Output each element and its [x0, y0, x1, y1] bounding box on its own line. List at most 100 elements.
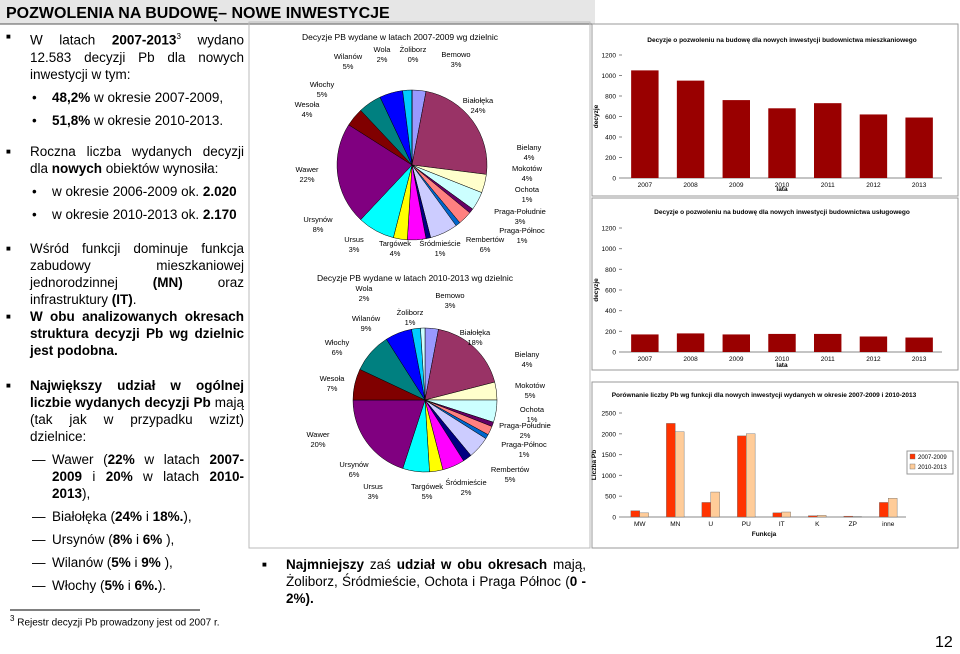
y-tick-label: 1200: [602, 226, 617, 233]
bar: [859, 114, 888, 178]
slice-value-label: 1%: [405, 318, 416, 327]
slice-value-label: 1%: [522, 195, 533, 204]
slice-label: Włochy: [325, 338, 350, 347]
item-marker: •: [32, 207, 37, 222]
y-axis-label: decyzje: [593, 278, 600, 302]
bullet: ■: [6, 147, 11, 156]
text-run: 6%.: [134, 578, 158, 593]
text-run: 24%: [115, 509, 143, 524]
slice-value-label: 4%: [522, 174, 533, 183]
bar: [888, 498, 898, 518]
text-run: w okresie 2010-2013.: [90, 112, 224, 128]
chart-title: Decyzje o pozwoleniu na budowę dla nowyc…: [654, 209, 910, 216]
slice-label: Mokotów: [515, 381, 546, 390]
y-tick-label: 1000: [602, 73, 617, 80]
bullet: ■: [6, 381, 11, 390]
item-marker: —: [32, 555, 46, 570]
slice-label: Bielany: [515, 350, 540, 359]
text-run: .: [132, 292, 137, 307]
text-run: i: [130, 555, 142, 570]
x-tick-label: 2007: [638, 182, 653, 189]
footnote-text: Rejestr decyzji Pb prowadzony jest od 20…: [14, 617, 220, 629]
y-tick-label: 1500: [602, 452, 617, 459]
x-tick-label: K: [815, 521, 820, 528]
y-tick-label: 500: [605, 494, 616, 501]
slice-value-label: 9%: [361, 324, 372, 333]
paragraph: ■ W latach 2007-20133 wydano 12.583 decyz…: [0, 28, 244, 129]
y-tick-label: 800: [605, 267, 616, 274]
slice-value-label: 24%: [470, 106, 485, 115]
text-run: Wśród funkcji dominuje funkcja zabudowy …: [30, 241, 244, 290]
y-tick-label: 600: [605, 114, 616, 121]
paragraph: ■ W obu analizowanych okresach struktura …: [0, 308, 244, 359]
text-run: 5%: [104, 578, 125, 593]
item-marker: —: [32, 532, 46, 547]
bar: [814, 333, 842, 352]
chart-title: Decyzje PB wydane w latach 2010-2013 wg …: [317, 273, 514, 283]
item-marker: —: [32, 578, 46, 593]
slice-label: Ursynów: [339, 460, 369, 469]
bar: [675, 431, 685, 518]
text-run: 3: [176, 32, 181, 41]
legend-swatch: [909, 463, 916, 470]
bar: [631, 334, 659, 352]
slice-value-label: 20%: [310, 440, 325, 449]
bar: [676, 333, 705, 352]
text-run: ),: [82, 486, 91, 501]
y-tick-label: 0: [612, 176, 616, 183]
slice-label: Wilanów: [334, 52, 363, 61]
pie-panel: [248, 21, 591, 549]
text-run: w latach: [132, 469, 210, 484]
chart-title: Decyzje PB wydane w latach 2007-2009 wg …: [302, 32, 499, 42]
x-tick-label: 2012: [866, 182, 881, 189]
slice-label: Żoliborz: [400, 45, 427, 54]
slice-value-label: 3%: [451, 60, 462, 69]
slice-label: Ursus: [344, 235, 364, 244]
page-number: 12: [935, 634, 953, 651]
x-tick-label: 2010: [775, 356, 790, 363]
text-run: 2007-2013: [111, 32, 177, 48]
slice-label: Białołęka: [460, 328, 491, 337]
y-tick-label: 2000: [602, 431, 617, 438]
list-item: — Wilanów (5% i 9% ),: [32, 554, 244, 571]
text-run: 2.170: [202, 207, 237, 222]
text-run: 6%: [142, 532, 163, 547]
pie-slice: [420, 327, 426, 401]
item-marker: •: [32, 112, 37, 128]
title-bar: [0, 0, 595, 24]
text-run: 20%: [105, 469, 133, 484]
legend-label: 2007-2009: [918, 455, 947, 461]
text-run: wydano 12.583 decyzji Pb dla nowych inwe…: [30, 32, 244, 82]
text-run: udział w obu okresach: [396, 557, 548, 572]
paragraph-text: W obu analizowanych okresach struktura d…: [30, 308, 244, 359]
text-run: W obu analizowanych okresach struktura d…: [30, 309, 244, 358]
slice-value-label: 4%: [390, 249, 401, 258]
text-run: 5%: [111, 555, 131, 570]
slice-label: Praga-Północ: [499, 226, 545, 235]
y-tick-label: 0: [612, 515, 616, 522]
y-tick-label: 200: [605, 329, 616, 336]
bar: [630, 510, 640, 518]
slice-value-label: 5%: [317, 90, 328, 99]
bullet: ■: [6, 244, 11, 253]
y-tick-label: 400: [605, 135, 616, 142]
list-item: — Wawer (22% w latach 2007-2009 i 20% w l…: [32, 451, 244, 502]
bar: [814, 103, 842, 178]
y-axis-label: decyzje: [593, 104, 600, 128]
slice-value-label: 22%: [299, 175, 314, 184]
text-run: 22%: [107, 452, 135, 467]
bar: [631, 70, 659, 178]
y-tick-label: 2500: [602, 411, 617, 418]
slice-value-label: 1%: [517, 236, 528, 245]
slice-value-label: 2%: [461, 488, 472, 497]
x-tick-label: PU: [742, 521, 751, 528]
slice-label: Wola: [356, 284, 374, 293]
y-tick-label: 1000: [602, 473, 617, 480]
bar: [737, 435, 747, 518]
bar: [905, 337, 933, 352]
slice-value-label: 2%: [359, 294, 370, 303]
slice-label: Bielany: [517, 143, 542, 152]
bar: [772, 512, 782, 518]
text-run: 0 - 2%).: [286, 574, 586, 606]
bar: [746, 433, 756, 518]
